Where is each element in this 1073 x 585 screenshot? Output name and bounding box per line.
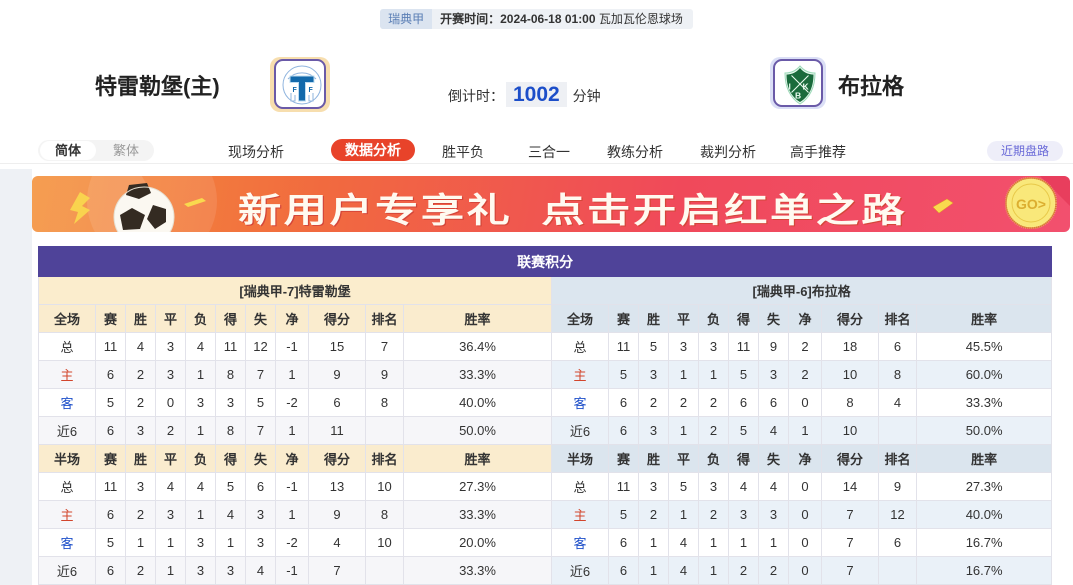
svg-text:GO>: GO> bbox=[1016, 196, 1046, 212]
svg-text:F: F bbox=[293, 87, 298, 94]
svg-text:I: I bbox=[789, 82, 791, 92]
svg-text:F: F bbox=[309, 87, 314, 94]
svg-text:K: K bbox=[803, 82, 810, 92]
svg-text:B: B bbox=[795, 91, 801, 101]
